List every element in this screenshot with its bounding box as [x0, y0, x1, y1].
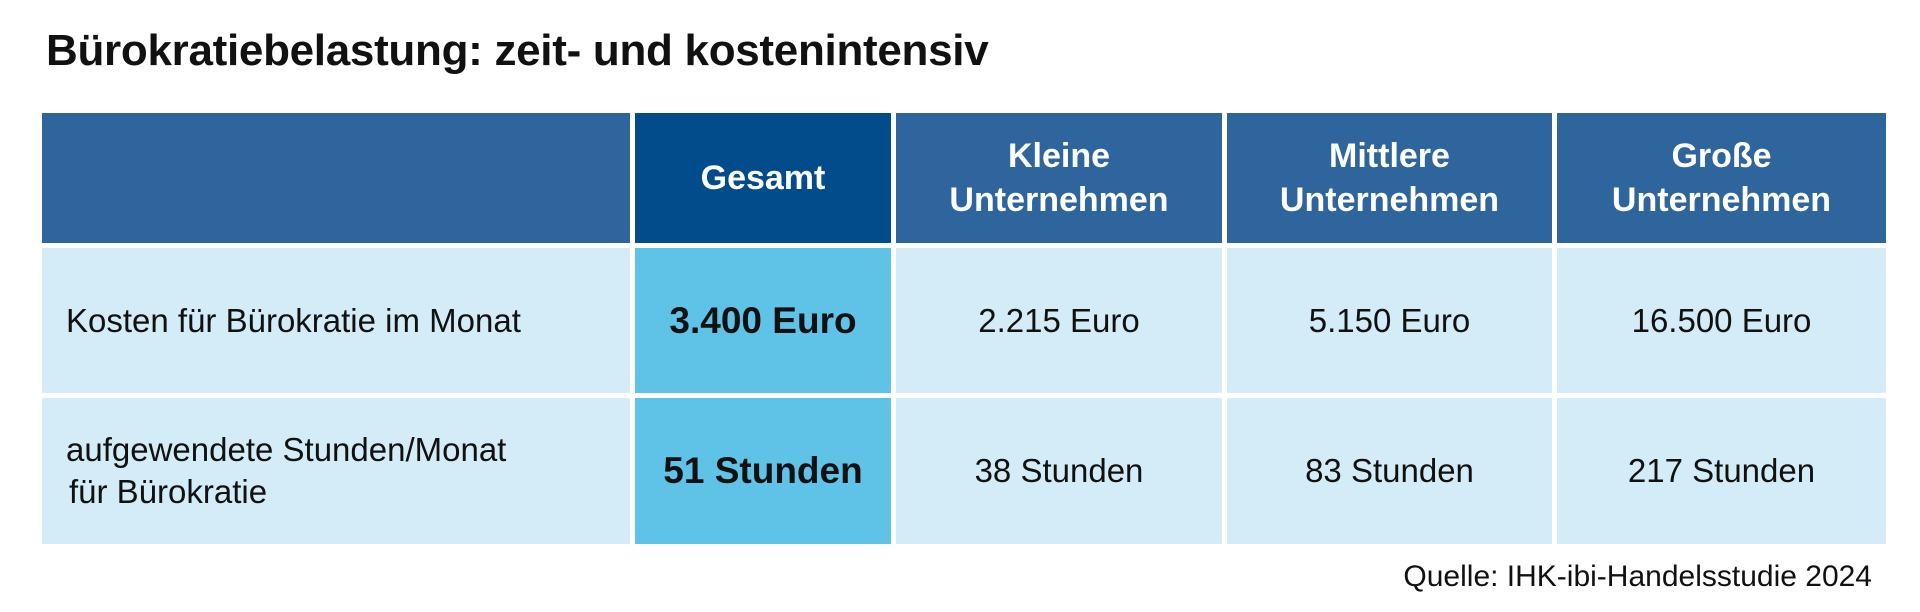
header-large: Große Unternehmen: [1557, 113, 1886, 243]
chart-title: Bürokratiebelastung: zeit- und kostenint…: [46, 26, 989, 75]
header-small: Kleine Unternehmen: [896, 113, 1222, 243]
header-small-line2: Unternehmen: [949, 181, 1169, 219]
header-medium: Mittlere Unternehmen: [1227, 113, 1552, 243]
source-note: Quelle: IHK-ibi-Handelsstudie 2024: [1403, 560, 1872, 593]
header-small-line1: Kleine: [1007, 137, 1111, 175]
header-medium-line2: Unternehmen: [1279, 181, 1500, 219]
row-label-hours-line1: aufgewendete Stunden/Monat: [66, 431, 507, 468]
cell-hours-total: 51 Stunden: [635, 398, 891, 544]
cell-hours-large: 217 Stunden: [1557, 398, 1886, 544]
cell-costs-large: 16.500 Euro: [1557, 248, 1886, 393]
row-label-costs: Kosten für Bürokratie im Monat: [42, 248, 630, 393]
cell-costs-total: 3.400 Euro: [635, 248, 891, 393]
row-label-hours-line2: für Bürokratie: [69, 473, 268, 510]
header-empty-cell: [42, 113, 630, 243]
table-row-hours: aufgewendete Stunden/Monat für Bürokrati…: [42, 398, 1886, 544]
row-label-costs-line1: Kosten für Bürokratie im Monat: [66, 301, 521, 339]
data-table: Gesamt Kleine Unternehmen Mittlere Unter…: [37, 108, 1891, 549]
cell-costs-medium: 5.150 Euro: [1227, 248, 1552, 393]
header-medium-line1: Mittlere: [1329, 137, 1450, 175]
row-label-hours: aufgewendete Stunden/Monat für Bürokrati…: [42, 398, 630, 544]
header-large-line1: Große: [1671, 137, 1772, 175]
cell-hours-small: 38 Stunden: [896, 398, 1222, 544]
cell-hours-medium: 83 Stunden: [1227, 398, 1552, 544]
cell-costs-small: 2.215 Euro: [896, 248, 1222, 393]
header-total-label: Gesamt: [700, 159, 826, 197]
header-total: Gesamt: [635, 113, 891, 243]
table-row-costs: Kosten für Bürokratie im Monat 3.400 Eur…: [42, 248, 1886, 393]
header-large-line2: Unternehmen: [1611, 181, 1832, 219]
header-row: Gesamt Kleine Unternehmen Mittlere Unter…: [42, 113, 1886, 243]
